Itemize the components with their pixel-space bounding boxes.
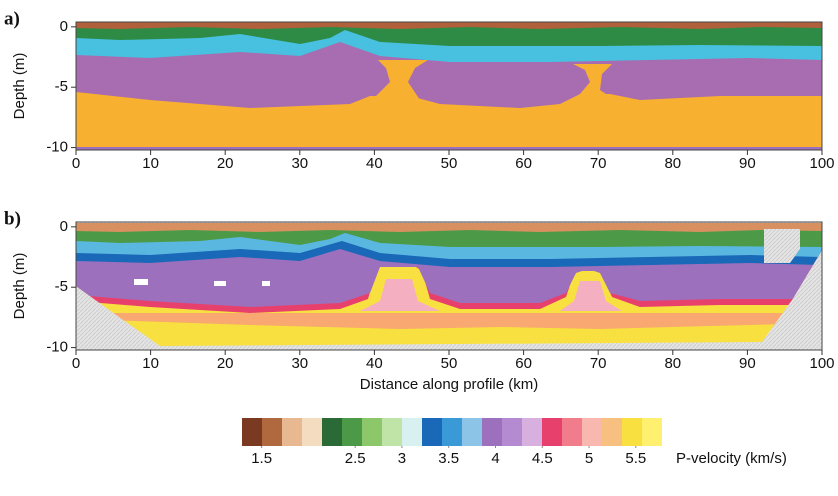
x-tick-label: 70 [590, 355, 607, 372]
colorbar [242, 418, 662, 446]
x-tick-label: 90 [739, 355, 756, 372]
y-axis-label: Depth (m) [11, 53, 28, 120]
x-tick-label: 80 [664, 155, 681, 172]
x-tick-label: 20 [217, 355, 234, 372]
x-tick-label: 80 [664, 355, 681, 372]
x-tick-label: 60 [515, 155, 532, 172]
panel-label: b) [4, 208, 21, 229]
x-tick-label: 10 [142, 355, 159, 372]
x-tick-label: 30 [291, 355, 308, 372]
colorbar-tick-label: 1.5 [251, 450, 272, 467]
x-tick-label: 30 [291, 155, 308, 172]
x-tick-label: 50 [441, 355, 458, 372]
x-tick-label: 20 [217, 155, 234, 172]
x-tick-label: 0 [72, 355, 80, 372]
colorbar-tick-label: 5.5 [625, 450, 646, 467]
x-tick-label: 10 [142, 155, 159, 172]
colorbar-tick-label: 4 [491, 450, 499, 467]
x-tick-label: 50 [441, 155, 458, 172]
y-tick-label: 0 [60, 218, 68, 235]
model-b [76, 222, 822, 350]
y-tick-label: 0 [60, 18, 68, 35]
colorbar-tick-label: 3.5 [438, 450, 459, 467]
x-tick-label: 40 [366, 155, 383, 172]
model-a [76, 22, 822, 150]
x-tick-label: 60 [515, 355, 532, 372]
x-tick-label: 0 [72, 155, 80, 172]
y-tick-label: -5 [55, 278, 68, 295]
colorbar-tick-label: 3 [398, 450, 406, 467]
colorbar-label: P-velocity (km/s) [676, 450, 787, 467]
x-tick-label: 40 [366, 355, 383, 372]
y-tick-label: -10 [46, 139, 68, 156]
colorbar-tick-label: 4.5 [532, 450, 553, 467]
colorbar-tick-label: 2.5 [345, 450, 366, 467]
y-tick-label: -10 [46, 339, 68, 356]
x-tick-label: 100 [809, 355, 834, 372]
colorbar-tick-label: 5 [585, 450, 593, 467]
x-tick-label: 90 [739, 155, 756, 172]
x-tick-label: 100 [809, 155, 834, 172]
y-tick-label: -5 [55, 78, 68, 95]
y-axis-label: Depth (m) [11, 253, 28, 320]
panel-label: a) [4, 8, 20, 29]
x-axis-label: Distance along profile (km) [360, 376, 538, 393]
x-tick-label: 70 [590, 155, 607, 172]
